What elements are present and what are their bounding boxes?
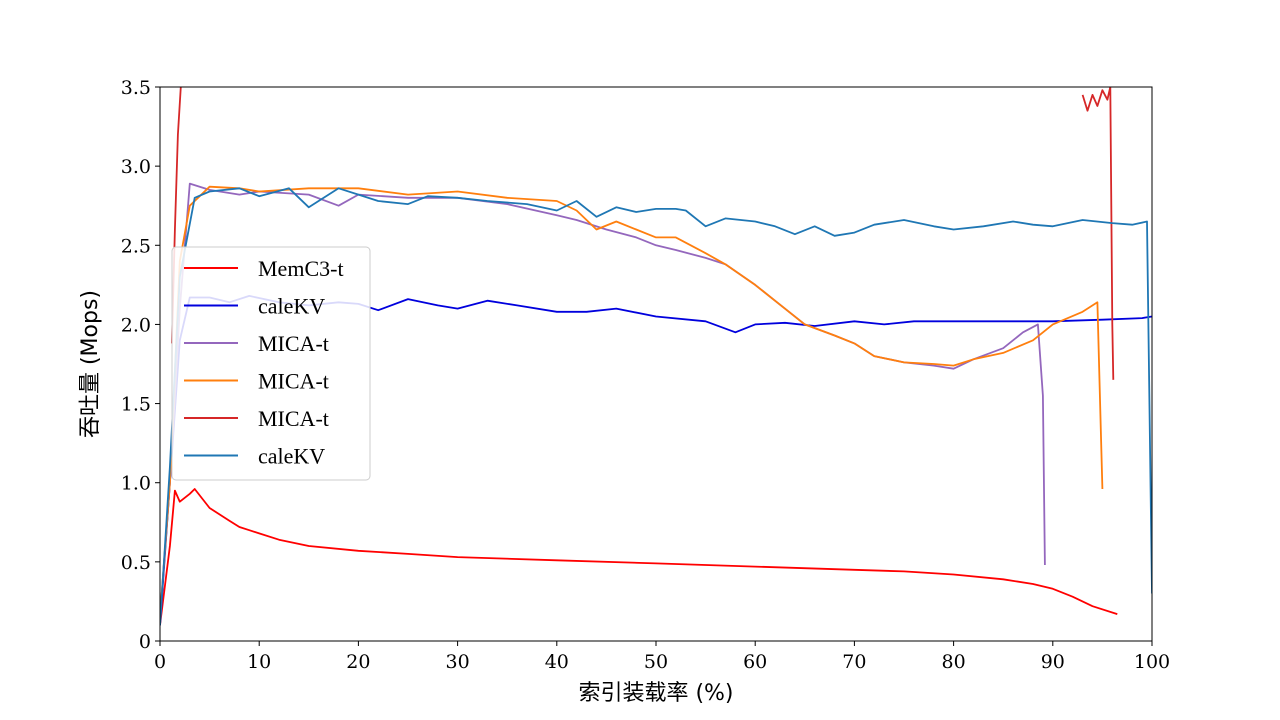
y-axis: 0 0.5 1.0 1.5 2.0 2.5 3.0 3.5 — [121, 77, 160, 653]
x-tick-label: 70 — [842, 651, 866, 673]
y-tick-label: 0.5 — [121, 552, 151, 574]
x-tick-label: 0 — [154, 651, 166, 673]
series-line-mica-t-3 — [160, 182, 1046, 618]
y-tick-label: 1.0 — [121, 473, 151, 495]
x-tick-label: 50 — [644, 651, 668, 673]
x-axis-title: 索引装载率 (%) — [578, 681, 733, 706]
x-tick-label: 10 — [247, 651, 271, 673]
y-axis-title: 吞吐量 (Mops) — [78, 290, 103, 438]
series-line-mica-t-4 — [160, 185, 1104, 618]
x-tick-label: 30 — [446, 651, 470, 673]
y-tick-label: 3.0 — [121, 156, 151, 178]
y-tick-label: 2.5 — [121, 235, 151, 257]
y-tick-label: 3.5 — [121, 77, 151, 99]
legend-label: MICA-t — [258, 369, 329, 394]
legend-label: MemC3-t — [258, 256, 344, 281]
legend-label: caleKV — [258, 294, 325, 319]
x-tick-label: 40 — [545, 651, 569, 673]
y-tick-label: 0 — [139, 631, 151, 653]
legend-label: MICA-t — [258, 406, 329, 431]
legend-label: caleKV — [258, 444, 325, 469]
series-line-memc3-t-1 — [160, 488, 1118, 626]
legend-label: MICA-t — [258, 331, 329, 356]
y-tick-label: 1.5 — [121, 394, 151, 416]
x-tick-label: 60 — [743, 651, 767, 673]
x-tick-label: 80 — [942, 651, 966, 673]
x-axis: 0 10 20 30 40 50 60 70 80 90 100 — [154, 641, 1170, 673]
series-line-calekv-6 — [160, 187, 1152, 626]
x-tick-label: 20 — [346, 651, 370, 673]
series-line-mica-t-5-b — [1081, 87, 1115, 380]
y-tick-label: 2.0 — [121, 314, 151, 336]
x-tick-label: 100 — [1134, 651, 1170, 673]
x-tick-label: 90 — [1041, 651, 1065, 673]
legend: MemC3-t caleKV MICA-t MICA-t MICA-t caleKV — [171, 246, 371, 481]
